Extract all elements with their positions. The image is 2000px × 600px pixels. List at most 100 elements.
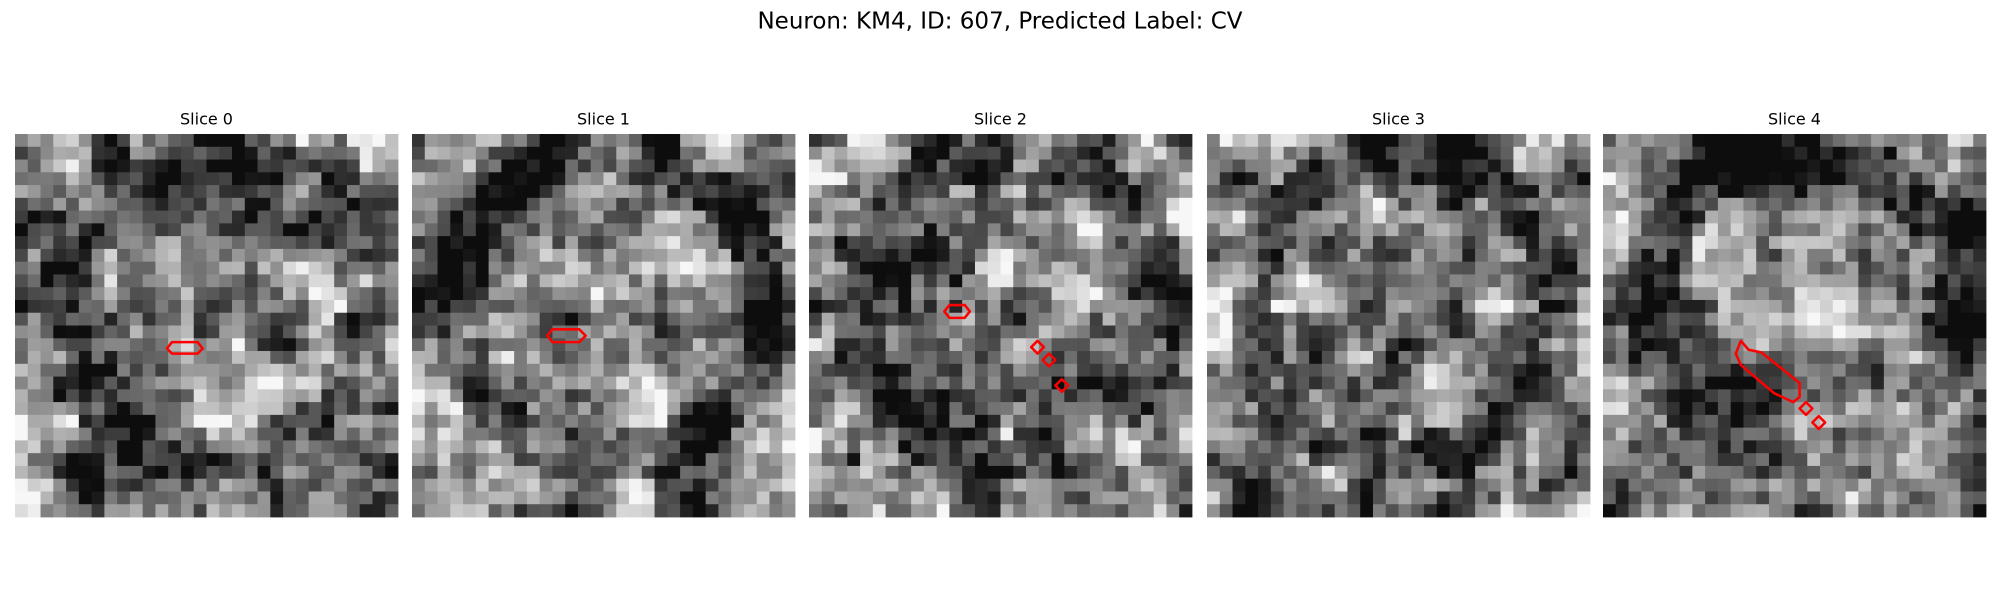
- pixel: [1641, 325, 1655, 339]
- pixel: [193, 287, 207, 301]
- pixel: [168, 197, 182, 211]
- pixel: [1360, 248, 1374, 263]
- pixel: [1654, 172, 1668, 186]
- pixel: [629, 261, 643, 275]
- pixel: [117, 146, 131, 160]
- pixel: [142, 478, 156, 492]
- pixel: [1947, 453, 1961, 467]
- pixel: [1603, 312, 1617, 326]
- pixel: [180, 287, 195, 301]
- pixel: [1538, 402, 1553, 416]
- pixel: [1360, 338, 1374, 352]
- pixel: [641, 504, 655, 518]
- pixel: [514, 427, 528, 441]
- pixel: [1296, 223, 1310, 237]
- pixel: [1538, 223, 1553, 237]
- pixel: [1743, 287, 1757, 301]
- pixel: [346, 287, 361, 301]
- pixel: [1347, 338, 1361, 352]
- pixel: [1832, 376, 1846, 390]
- pixel: [232, 504, 246, 518]
- pixel: [577, 236, 592, 250]
- pixel: [78, 414, 92, 429]
- pixel: [1296, 453, 1310, 467]
- pixel: [1051, 287, 1065, 301]
- pixel: [705, 159, 719, 173]
- pixel: [334, 363, 348, 377]
- pixel: [334, 299, 348, 314]
- pixel: [667, 465, 681, 480]
- pixel: [1436, 248, 1450, 263]
- pixel: [1334, 338, 1348, 352]
- pixel: [168, 376, 182, 390]
- pixel: [27, 210, 41, 224]
- pixel: [1283, 440, 1297, 454]
- pixel: [1360, 210, 1374, 224]
- pixel: [847, 478, 861, 492]
- pixel: [270, 414, 284, 429]
- pixel: [1245, 197, 1259, 211]
- pixel: [193, 274, 207, 288]
- pixel: [667, 427, 681, 441]
- pixel: [27, 478, 41, 492]
- pixel: [295, 414, 310, 429]
- pixel: [1153, 223, 1167, 237]
- pixel: [117, 172, 131, 186]
- pixel: [321, 248, 335, 263]
- pixel: [1140, 185, 1155, 199]
- pixel: [1309, 274, 1323, 288]
- pixel: [590, 223, 604, 237]
- pixel: [180, 299, 195, 314]
- pixel: [1820, 210, 1834, 224]
- pixel: [1551, 414, 1565, 429]
- pixel: [295, 210, 310, 224]
- pixel: [1679, 223, 1693, 237]
- pixel: [437, 287, 451, 301]
- pixel: [1245, 299, 1259, 314]
- pixel: [821, 402, 835, 416]
- pixel: [206, 465, 220, 480]
- pixel: [1705, 402, 1719, 416]
- pixel: [1436, 338, 1450, 352]
- pixel: [590, 427, 604, 441]
- pixel: [1947, 159, 1961, 173]
- pixel: [680, 338, 694, 352]
- pixel: [463, 338, 477, 352]
- pixel: [949, 274, 963, 288]
- pixel: [1179, 134, 1193, 148]
- pixel: [885, 453, 899, 467]
- pixel: [359, 478, 373, 492]
- pixel: [1934, 287, 1949, 301]
- pixel: [1730, 197, 1744, 211]
- pixel: [1064, 274, 1078, 288]
- pixel: [1641, 465, 1655, 480]
- pixel: [872, 159, 886, 173]
- pixel: [1858, 402, 1872, 416]
- pixel: [1832, 134, 1846, 148]
- pixel: [1258, 172, 1272, 186]
- pixel: [809, 248, 823, 263]
- pixel: [295, 389, 310, 403]
- pixel: [1807, 478, 1821, 492]
- pixel: [1832, 414, 1846, 429]
- pixel: [1654, 440, 1668, 454]
- pixel: [1628, 363, 1642, 377]
- pixel: [1475, 248, 1489, 263]
- pixel: [142, 236, 156, 250]
- pixel: [27, 402, 41, 416]
- pixel: [142, 274, 156, 288]
- pixel: [372, 491, 386, 505]
- pixel: [1641, 363, 1655, 377]
- pixel: [295, 504, 310, 518]
- pixel: [334, 478, 348, 492]
- pixel: [1692, 389, 1706, 403]
- pixel: [898, 376, 912, 390]
- pixel: [1372, 197, 1387, 211]
- pixel: [475, 465, 489, 480]
- pixel: [450, 248, 464, 263]
- pixel: [1372, 312, 1387, 326]
- pixel: [1883, 427, 1898, 441]
- pixel: [232, 223, 246, 237]
- pixel: [1922, 312, 1936, 326]
- panel-title: Slice 3: [1372, 110, 1425, 129]
